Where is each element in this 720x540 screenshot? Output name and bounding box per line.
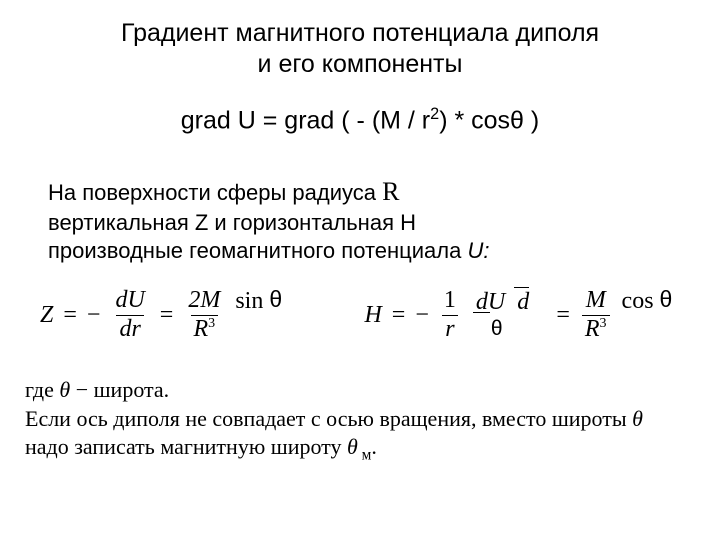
cos-text: cos — [622, 288, 654, 314]
f3-theta: θ — [347, 434, 358, 459]
H-lhs: H — [364, 302, 381, 329]
desc-3a: производные геомагнитного потенциала — [48, 238, 467, 263]
f2a: Если ось диполя не совпадает с осью вращ… — [25, 406, 632, 431]
main-equation: grad U = grad ( - (M / r2) * cosθ ) — [40, 105, 680, 135]
f3-sub: м — [358, 447, 372, 464]
f1-theta: θ — [59, 377, 70, 402]
num-1: 1 — [441, 288, 459, 315]
den-R-2: R — [585, 316, 600, 342]
eq-sign-4: = — [556, 302, 570, 329]
theta-2: θ — [660, 286, 673, 313]
frac-M-R3: M R3 — [582, 288, 610, 342]
frac-1-r: 1 r — [441, 288, 459, 342]
den-dr: dr — [116, 315, 143, 342]
eq-sign-1: = — [63, 302, 77, 329]
f3a: надо записать магнитную широту — [25, 434, 347, 459]
den-R3-exp: 3 — [208, 316, 215, 331]
Z-lhs: Z — [40, 302, 53, 329]
den-d: d — [517, 289, 529, 315]
den-r: r — [442, 315, 457, 342]
sin-text: sin — [235, 288, 263, 314]
formula-row: Z = − dU dr = 2M R3 sin θ H = − 1 r dU d — [40, 288, 680, 342]
eq-sign-2: = — [160, 302, 174, 329]
description-block: На поверхности сферы радиуса R вертикаль… — [48, 175, 680, 266]
title-line-2: и его компоненты — [258, 50, 463, 78]
title-line-1: Градиент магнитного потенциала диполя — [121, 19, 599, 47]
eq-left: grad U = grad ( - (M / r — [181, 106, 430, 134]
minus-1: − — [87, 302, 101, 329]
desc-R: R — [382, 177, 399, 206]
sin-term: sin θ — [235, 288, 290, 342]
eq-right: ) * cosθ ) — [439, 106, 539, 134]
eq-sup: 2 — [430, 105, 439, 123]
den-R3-exp-2: 3 — [600, 316, 607, 331]
footer-text: где θ − широта. Если ось диполя не совпа… — [25, 376, 680, 466]
num-2M: 2M — [188, 287, 220, 313]
den-R: R — [194, 316, 209, 342]
num-dU: dU — [112, 288, 147, 315]
frac-dU-dtheta: dU d θ — [473, 290, 544, 340]
eq-sign-3: = — [392, 302, 406, 329]
frac-2M-R3: 2M R3 — [185, 288, 223, 342]
frac-dU-dr: dU dr — [112, 288, 147, 342]
slide-title: Градиент магнитного потенциала диполя и … — [40, 18, 680, 81]
slide: Градиент магнитного потенциала диполя и … — [0, 0, 720, 540]
minus-2: − — [415, 302, 429, 329]
desc-U: U: — [467, 238, 489, 263]
f2-theta: θ — [632, 406, 643, 431]
f3-dot: . — [371, 434, 377, 459]
cos-term: cos θ — [622, 288, 680, 342]
desc-1a: На поверхности сферы радиуса — [48, 180, 382, 205]
num-M: M — [583, 288, 609, 315]
f1b: − широта. — [70, 377, 169, 402]
desc-2: вертикальная Z и горизонтальная H — [48, 210, 416, 235]
theta-1: θ — [269, 286, 282, 313]
f1a: где — [25, 377, 59, 402]
theta-den: θ — [491, 318, 503, 340]
